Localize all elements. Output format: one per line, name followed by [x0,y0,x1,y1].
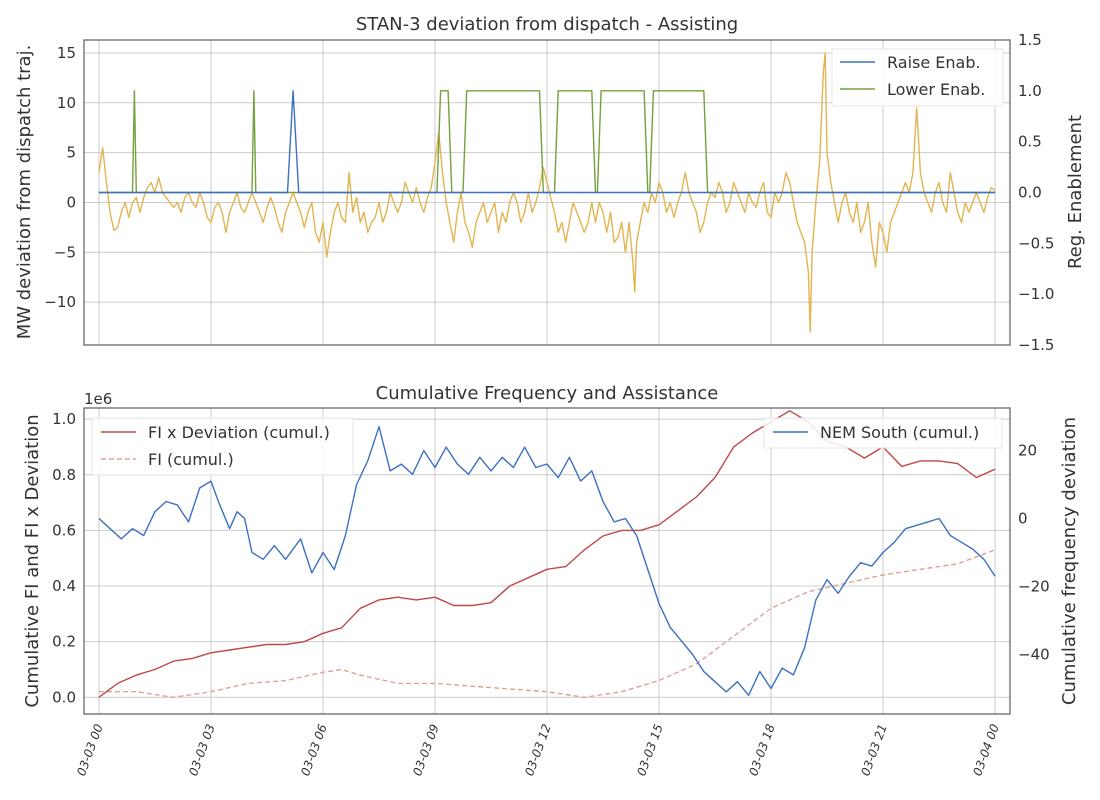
bottom-chart-panel: Cumulative Frequency and Assistance 1e6 … [22,383,1080,778]
bottom-y-offset-label: 1e6 [84,390,112,408]
top-legend: Raise Enab. Lower Enab. [831,48,1004,107]
top-left-tick-label: −10 [44,293,76,311]
top-left-tick-label: −5 [54,243,76,261]
top-chart-title: STAN-3 deviation from dispatch - Assisti… [356,14,738,35]
legend-label-raise: Raise Enab. [887,53,981,72]
top-right-tick-label: 1.0 [1018,82,1042,100]
bottom-right-tick-label: 0 [1018,510,1028,528]
bottom-left-tick-label: 0.0 [52,688,76,706]
top-right-tick-label: 0.5 [1018,133,1042,151]
bottom-left-axis-title: Cumulative FI and FI x Deviation [22,414,43,707]
top-left-tick-label: 15 [57,44,76,62]
bottom-chart-title: Cumulative Frequency and Assistance [376,383,719,404]
top-right-tick-label: −1.5 [1018,336,1054,354]
bottom-left-tick-label: 0.2 [52,633,76,651]
bottom-left-tick-label: 1.0 [52,410,76,428]
top-left-tick-label: 5 [66,144,76,162]
bottom-legend-left: FI x Deviation (cumul.) FI (cumul.) [91,417,354,476]
top-right-tick-label: 0.0 [1018,184,1042,202]
top-right-tick-label: −1.0 [1018,285,1054,303]
top-right-tick-label: −0.5 [1018,234,1054,252]
top-series-mw-deviation [98,52,996,333]
legend-label-lower: Lower Enab. [887,80,985,99]
top-right-tick-label: 1.5 [1018,31,1042,49]
bottom-legend-right-box [763,417,1003,449]
bottom-right-axis-ticks: −40 −20 0 20 [1018,442,1050,664]
top-series-raise-enab [98,90,996,194]
top-right-axis-ticks: −1.5 −1.0 −0.5 0.0 0.5 1.0 1.5 [1018,31,1054,354]
top-series-group [98,52,996,333]
top-left-axis-title: MW deviation from dispatch traj. [14,45,35,340]
top-plot-frame [83,39,1011,346]
bottom-left-tick-label: 0.8 [52,466,76,484]
bottom-right-tick-label: −40 [1018,646,1050,664]
bottom-left-tick-label: 0.4 [52,577,76,595]
bottom-right-axis-title: Cumulative frequency deviation [1059,417,1080,705]
bottom-series-nem-south-cumul [98,426,996,696]
top-left-tick-label: 10 [57,94,76,112]
top-legend-box [831,48,1004,107]
bottom-legend-right: NEM South (cumul.) [763,417,1003,449]
bottom-series-fi-cumul [98,549,996,698]
top-chart-panel: STAN-3 deviation from dispatch - Assisti… [14,14,1086,354]
legend-label-nem: NEM South (cumul.) [820,423,979,442]
bottom-left-tick-label: 0.6 [52,521,76,539]
bottom-right-tick-label: 20 [1018,442,1037,460]
top-left-tick-label: 0 [66,193,76,211]
top-right-axis-title: Reg. Enablement [1065,115,1086,269]
legend-label-fi-dev: FI x Deviation (cumul.) [148,423,330,442]
top-left-axis-ticks: −10 −5 0 5 10 15 [44,44,76,311]
bottom-legend-left-box [91,417,354,476]
legend-label-fi: FI (cumul.) [148,450,234,469]
bottom-plot-frame [83,407,1011,715]
bottom-right-tick-label: −20 [1018,578,1050,596]
bottom-left-axis-ticks: 0.0 0.2 0.4 0.6 0.8 1.0 [52,410,76,706]
